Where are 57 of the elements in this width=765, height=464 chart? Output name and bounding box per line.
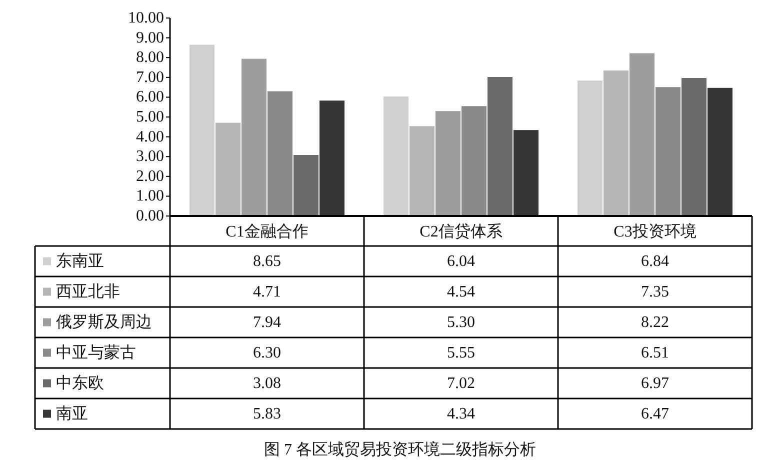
- x-tick-label: C2信贷体系: [420, 222, 502, 240]
- y-tick-label: 2.00: [136, 168, 164, 185]
- data-label: 7.94: [253, 314, 281, 331]
- y-tick-label: 7.00: [136, 68, 164, 86]
- bar: [436, 111, 460, 216]
- data-label: 5.30: [447, 314, 475, 331]
- data-label: 5.83: [253, 405, 281, 422]
- y-tick-label: 5.00: [136, 108, 164, 126]
- bar: [682, 78, 706, 216]
- bar: [216, 122, 240, 216]
- bar: [294, 155, 318, 216]
- y-tick-label: 8.00: [136, 49, 164, 66]
- data-label: 8.22: [641, 314, 669, 331]
- bar: [268, 91, 292, 216]
- legend-label: 西亚北非: [56, 282, 120, 300]
- data-label: 3.08: [253, 374, 281, 392]
- legend-label: 中亚与蒙古: [56, 343, 136, 362]
- y-tick-label: 4.00: [136, 128, 164, 146]
- bar: [656, 87, 680, 216]
- data-label: 6.97: [641, 374, 669, 392]
- bar: [242, 58, 266, 216]
- bar: [514, 130, 538, 216]
- legend-label: 东南亚: [56, 252, 104, 270]
- bar: [578, 80, 602, 216]
- y-tick-label: 1.00: [136, 188, 164, 205]
- data-label: 6.04: [447, 252, 475, 270]
- data-label: 6.51: [641, 344, 669, 362]
- bar: [630, 53, 654, 216]
- x-tick-label: C1金融合作: [226, 222, 308, 240]
- bar: [410, 126, 434, 216]
- bar: [320, 100, 344, 216]
- legend-label: 中东欧: [56, 374, 104, 392]
- bar: [462, 106, 486, 216]
- bar: [384, 96, 408, 216]
- y-tick-label: 10.00: [128, 10, 164, 26]
- data-label: 5.55: [447, 344, 475, 362]
- y-tick-label: 0.00: [136, 208, 164, 224]
- legend-label: 南亚: [56, 404, 88, 422]
- bar: [190, 44, 214, 216]
- data-label: 6.30: [253, 344, 281, 362]
- bar: [488, 77, 512, 216]
- x-tick-label: C3投资环境: [614, 222, 696, 240]
- legend-label: 俄罗斯及周边: [56, 312, 152, 331]
- data-label: 4.54: [447, 283, 475, 300]
- data-label: 6.84: [641, 252, 669, 270]
- data-label: 6.47: [641, 405, 669, 422]
- bar: [708, 88, 732, 216]
- data-label: 8.65: [253, 252, 281, 270]
- data-label: 7.35: [641, 283, 669, 300]
- text: 图 7 各区域贸易投资环境二级指标分析: [264, 440, 536, 458]
- bar: [604, 70, 628, 216]
- y-tick-label: 9.00: [136, 29, 164, 46]
- data-label: 4.71: [253, 283, 281, 300]
- data-label: 7.02: [447, 374, 475, 392]
- data-label: 4.34: [447, 405, 475, 422]
- y-tick-label: 6.00: [136, 88, 164, 106]
- y-tick-label: 3.00: [136, 148, 164, 166]
